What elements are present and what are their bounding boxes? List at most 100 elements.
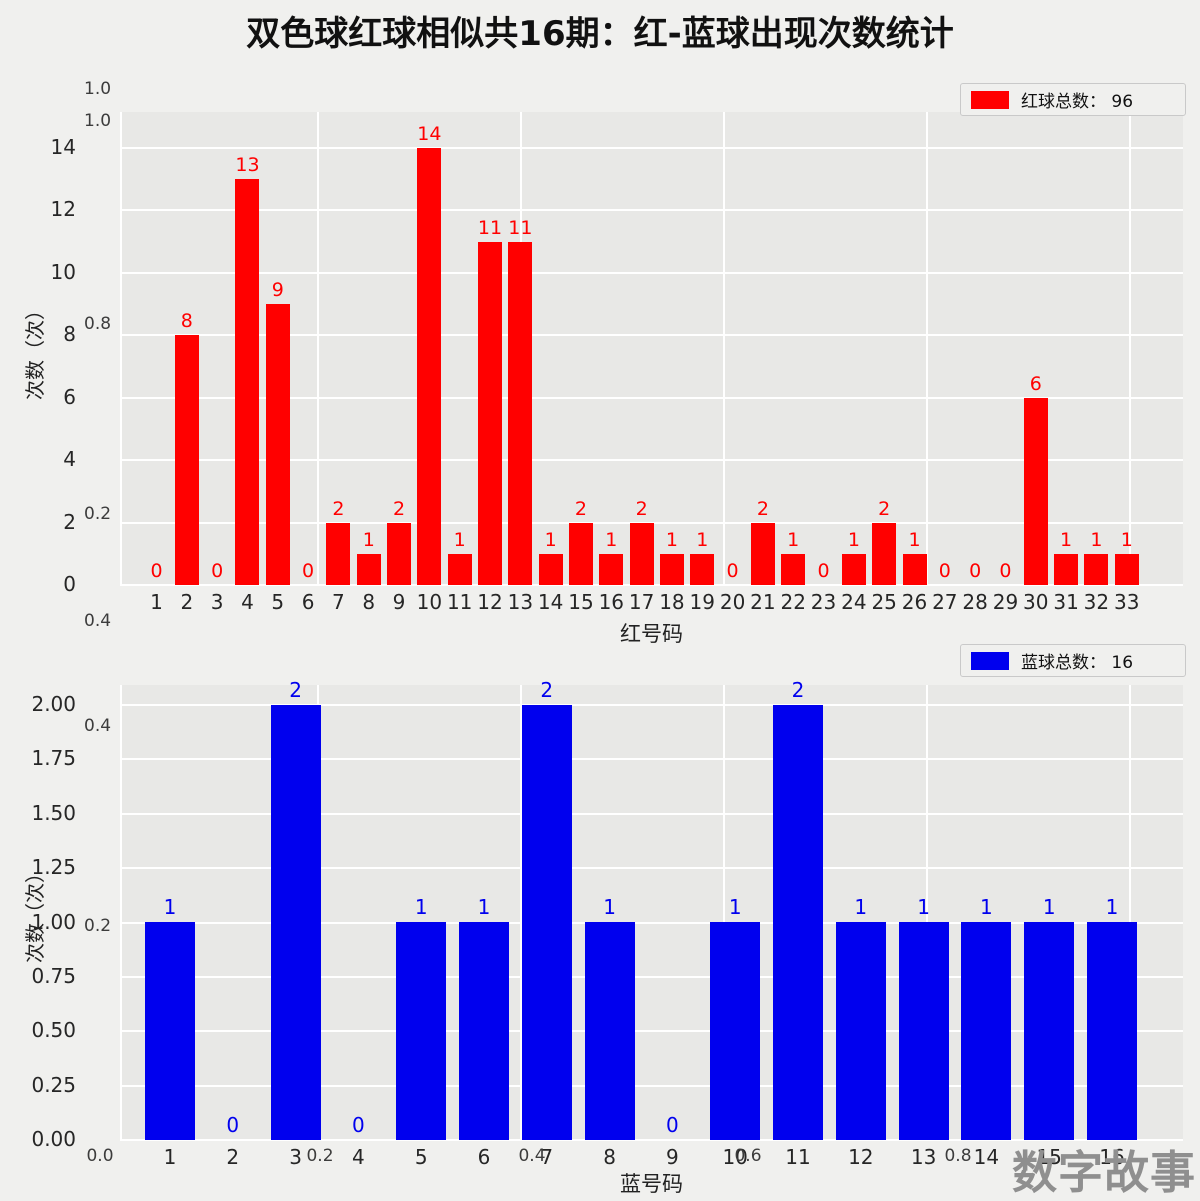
bar-value-label: 0 bbox=[226, 1113, 240, 1137]
bar-value-label: 1 bbox=[1060, 529, 1073, 551]
stray-axis-label: 0.2 bbox=[84, 504, 112, 524]
stray-axis-label: 0.4 bbox=[518, 1146, 546, 1166]
stray-axis-label: 0.6 bbox=[734, 1146, 762, 1166]
red-y-tick-label: 8 bbox=[63, 322, 76, 347]
blue-bar bbox=[396, 922, 447, 1140]
watermark: 数字故事 bbox=[1012, 1146, 1197, 1199]
blue-y-tick-label: 1.50 bbox=[31, 800, 76, 825]
blue-x-tick-label: 13 bbox=[910, 1145, 937, 1169]
red-legend: 红球总数： 96 bbox=[960, 83, 1186, 116]
red-bar bbox=[417, 148, 442, 585]
red-bar bbox=[447, 554, 472, 585]
blue-x-axis-label: 蓝号码 bbox=[620, 1172, 683, 1196]
stray-axis-label: 0.8 bbox=[84, 314, 112, 334]
bar-value-label: 1 bbox=[917, 895, 930, 919]
red-x-tick-label: 26 bbox=[901, 590, 928, 614]
blue-bar bbox=[1087, 922, 1137, 1140]
blue-x-tick-label: 6 bbox=[477, 1145, 491, 1169]
chart-title: 双色球红球相似共16期：红-蓝球出现次数统计 bbox=[246, 14, 954, 54]
bar-value-label: 14 bbox=[417, 123, 442, 145]
red-bar bbox=[1054, 554, 1079, 585]
red-bar bbox=[659, 554, 684, 585]
plot-edge-line bbox=[120, 685, 122, 1140]
red-x-tick-label: 2 bbox=[180, 590, 194, 614]
red-bar bbox=[1084, 554, 1109, 585]
red-bar bbox=[538, 554, 563, 585]
blue-gridline bbox=[120, 758, 1183, 761]
bar-value-label: 1 bbox=[544, 529, 557, 551]
bar-value-label: 2 bbox=[878, 498, 891, 520]
red-legend-swatch bbox=[971, 90, 1009, 109]
stray-axis-label: 0.0 bbox=[86, 1146, 114, 1166]
blue-y-tick-label: 0.25 bbox=[31, 1072, 76, 1097]
red-x-tick-label: 24 bbox=[841, 590, 867, 614]
bar-value-label: 1 bbox=[477, 895, 491, 919]
red-x-tick-label: 20 bbox=[719, 590, 746, 614]
bar-value-label: 0 bbox=[302, 560, 315, 582]
bar-value-label: 0 bbox=[969, 560, 982, 582]
bar-value-label: 1 bbox=[453, 529, 466, 551]
blue-gridline bbox=[120, 921, 1183, 924]
red-gridline bbox=[120, 459, 1183, 462]
red-bar bbox=[265, 304, 290, 585]
blue-bar bbox=[835, 922, 886, 1140]
blue-x-tick-label: 14 bbox=[973, 1145, 1000, 1169]
bar-value-label: 0 bbox=[817, 560, 830, 582]
red-bar bbox=[1023, 398, 1048, 585]
blue-gridline bbox=[120, 867, 1183, 870]
bar-value-label: 0 bbox=[999, 560, 1012, 582]
blue-y-tick-label: 0.75 bbox=[31, 963, 76, 988]
blue-x-tick-label: 5 bbox=[414, 1145, 428, 1169]
bar-value-label: 0 bbox=[726, 560, 739, 582]
red-x-tick-label: 29 bbox=[992, 590, 1019, 614]
bar-value-label: 1 bbox=[1042, 895, 1056, 919]
bar-value-label: 1 bbox=[1105, 895, 1119, 919]
blue-legend: 蓝球总数： 16 bbox=[960, 644, 1186, 677]
blue-x-tick-label: 1 bbox=[163, 1145, 177, 1169]
red-x-tick-label: 12 bbox=[477, 590, 503, 614]
red-x-tick-label: 14 bbox=[537, 590, 564, 614]
red-gridline bbox=[120, 209, 1183, 212]
blue-x-tick-label: 8 bbox=[603, 1145, 616, 1169]
blue-x-tick-label: 4 bbox=[352, 1145, 365, 1169]
stray-axis-label: 0.2 bbox=[84, 916, 112, 936]
bar-value-label: 0 bbox=[352, 1113, 365, 1137]
red-x-tick-label: 4 bbox=[241, 590, 254, 614]
red-y-tick-label: 2 bbox=[63, 509, 76, 534]
red-y-tick-label: 4 bbox=[63, 447, 76, 472]
blue-gridline bbox=[120, 1084, 1183, 1087]
blue-bar bbox=[773, 705, 823, 1140]
blue-y-tick-label: 2.00 bbox=[31, 692, 76, 716]
vertical-gridline bbox=[317, 112, 319, 585]
blue-bar bbox=[584, 922, 635, 1140]
red-gridline bbox=[120, 521, 1183, 524]
blue-gridline bbox=[120, 975, 1183, 978]
bar-value-label: 1 bbox=[603, 895, 616, 919]
blue-y-tick-label: 0.50 bbox=[31, 1018, 76, 1043]
red-y-tick-label: 0 bbox=[63, 572, 76, 596]
red-x-tick-label: 17 bbox=[628, 590, 655, 614]
red-x-tick-label: 28 bbox=[962, 590, 988, 614]
red-bar bbox=[781, 554, 806, 585]
blue-gridline bbox=[120, 1030, 1183, 1033]
red-gridline bbox=[120, 334, 1183, 337]
bar-value-label: 2 bbox=[756, 498, 769, 520]
red-bar bbox=[872, 523, 897, 585]
red-bar bbox=[356, 554, 381, 585]
red-bar bbox=[568, 523, 593, 585]
bar-value-label: 1 bbox=[980, 895, 993, 919]
red-y-axis-label: 次数（次） bbox=[23, 300, 47, 400]
blue-bar bbox=[145, 922, 195, 1140]
red-bar bbox=[1114, 554, 1139, 585]
red-x-tick-label: 11 bbox=[446, 590, 473, 614]
blue-x-tick-label: 15 bbox=[1036, 1145, 1062, 1169]
bar-value-label: 13 bbox=[235, 154, 260, 176]
red-x-tick-label: 33 bbox=[1114, 590, 1140, 614]
stray-axis-label: 0.8 bbox=[944, 1146, 972, 1166]
red-x-tick-label: 30 bbox=[1023, 590, 1049, 614]
stray-axis-label: 0.4 bbox=[84, 716, 112, 736]
bar-value-label: 11 bbox=[477, 217, 503, 239]
red-legend-label: 红球总数： 96 bbox=[1021, 92, 1134, 112]
plot-edge-line bbox=[120, 112, 122, 585]
bar-value-label: 0 bbox=[150, 560, 163, 582]
